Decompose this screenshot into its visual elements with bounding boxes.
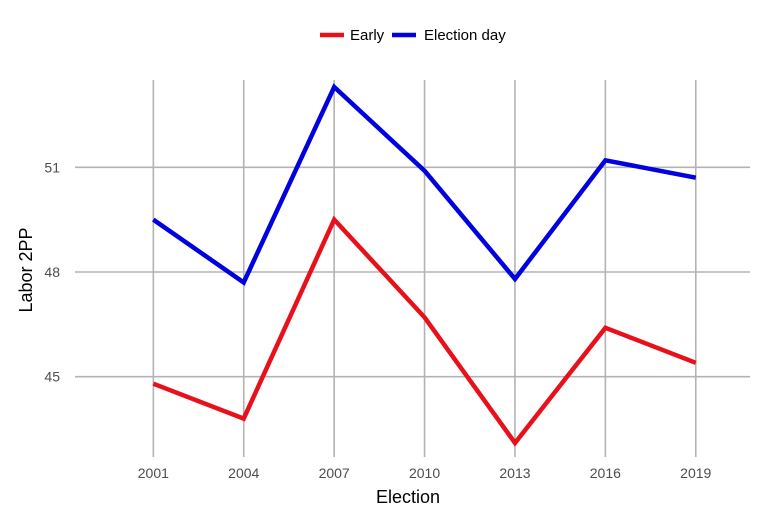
x-tick-label: 2010 bbox=[409, 465, 440, 481]
series-line-early bbox=[152, 215, 697, 447]
y-tick-label: 45 bbox=[44, 369, 60, 385]
series-line-election-day bbox=[152, 83, 697, 286]
legend-label-early: Early bbox=[350, 27, 385, 44]
x-axis-title: Election bbox=[376, 487, 440, 507]
y-axis-ticks: 45 48 51 bbox=[44, 159, 60, 384]
x-tick-label: 2016 bbox=[590, 465, 621, 481]
x-tick-label: 2019 bbox=[680, 465, 711, 481]
x-tick-label: 2013 bbox=[499, 465, 530, 481]
legend-label-election-day: Election day bbox=[424, 27, 506, 44]
grid bbox=[75, 80, 750, 457]
x-tick-label: 2007 bbox=[319, 465, 350, 481]
series-lines bbox=[152, 83, 697, 447]
legend: Early Election day bbox=[320, 27, 506, 44]
x-tick-label: 2004 bbox=[228, 465, 259, 481]
y-tick-label: 48 bbox=[44, 264, 60, 280]
x-tick-label: 2001 bbox=[138, 465, 169, 481]
y-axis-title: Labor 2PP bbox=[16, 227, 36, 312]
x-axis-ticks: 2001 2004 2007 2010 2013 2016 2019 bbox=[138, 465, 712, 481]
y-tick-label: 51 bbox=[44, 159, 60, 175]
